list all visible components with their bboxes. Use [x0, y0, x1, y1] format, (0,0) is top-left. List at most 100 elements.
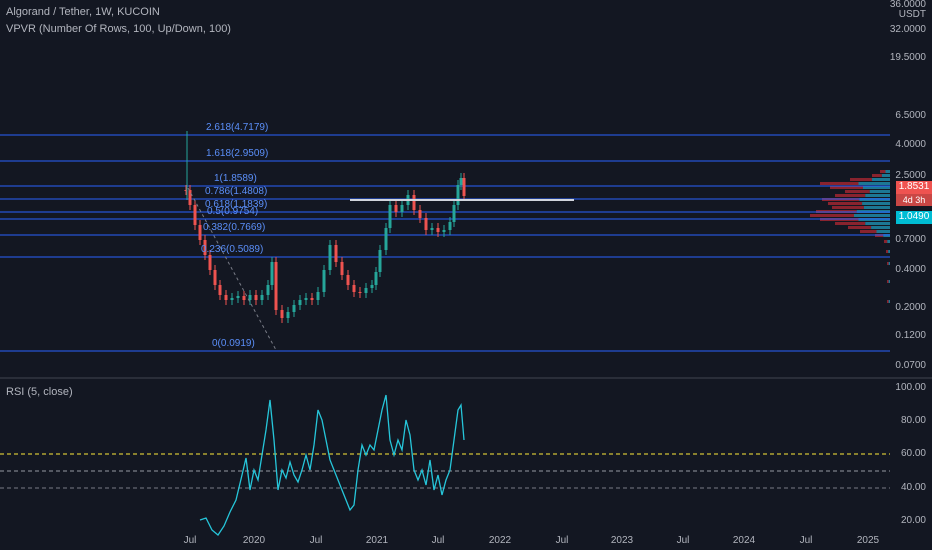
candle-body: [334, 245, 338, 262]
candle-body: [370, 285, 374, 288]
candle-body: [184, 190, 188, 191]
candle-body: [418, 210, 422, 218]
time-axis-tick: 2024: [732, 535, 756, 546]
rsi-axis-tick: 20.00: [900, 515, 926, 526]
fib-retracement[interactable]: [0, 134, 890, 352]
vp-row-down: [845, 190, 870, 193]
fib-level-label: 0.382(0.7669): [203, 222, 266, 233]
candle-body: [208, 255, 212, 270]
vp-row-down: [850, 178, 872, 181]
candle-body: [242, 296, 246, 300]
vp-row-up: [863, 206, 890, 209]
candle-body: [374, 272, 378, 285]
time-axis-tick: Jul: [799, 535, 813, 546]
candle-body: [298, 300, 302, 305]
fib-level-label: 0(0.0919): [212, 338, 255, 349]
candle-body: [436, 228, 440, 232]
price-candles: [184, 131, 466, 323]
last-price-tag: 1.8531: [896, 181, 932, 194]
vp-row-up: [854, 214, 890, 217]
candle-body: [358, 292, 362, 293]
vp-row-down: [832, 206, 864, 209]
price-axis-tick: 0.1200: [895, 330, 926, 341]
candle-body: [266, 285, 270, 295]
candle-body: [224, 295, 228, 300]
candle-body: [310, 298, 314, 300]
candle-body: [364, 288, 368, 293]
vp-row-up: [885, 170, 890, 173]
candle-body: [236, 296, 240, 298]
candle-body: [448, 222, 452, 230]
time-axis-tick: Jul: [309, 535, 323, 546]
candle-body: [203, 240, 207, 255]
candle-body: [459, 178, 463, 185]
candle-body: [346, 275, 350, 285]
fib-trend-line[interactable]: [187, 187, 277, 351]
candle-body: [316, 292, 320, 300]
vp-row-down: [886, 250, 889, 253]
vp-row-down: [887, 262, 889, 265]
vp-row-down: [848, 226, 872, 229]
rsi-legend[interactable]: RSI (5, close): [6, 386, 73, 398]
vp-row-up: [888, 262, 890, 265]
candle-body: [388, 205, 392, 228]
candle-body: [452, 205, 456, 222]
price-axis-top-tick: 36.0000: [889, 0, 926, 10]
candle-body: [280, 310, 284, 318]
candle-body: [230, 298, 234, 300]
candle-body: [456, 185, 460, 205]
vp-row-up: [888, 250, 890, 253]
price-axis-tick: 0.0700: [895, 360, 926, 371]
symbol-legend[interactable]: Algorand / Tether, 1W, KUCOIN: [6, 6, 160, 18]
vp-row-up: [865, 222, 890, 225]
time-axis-tick: Jul: [183, 535, 197, 546]
candle-body: [213, 270, 217, 285]
bar-countdown-tag: 4d 3h: [896, 194, 932, 206]
candle-body: [384, 228, 388, 250]
price-axis-tick: 4.0000: [895, 139, 926, 150]
candle-body: [424, 218, 428, 230]
vp-row-up: [876, 230, 890, 233]
candle-body: [394, 205, 398, 212]
vp-row-down: [860, 230, 877, 233]
candle-body: [304, 298, 308, 300]
price-axis-currency: 36.0000 USDT: [890, 0, 926, 20]
time-axis-tick: 2025: [856, 535, 880, 546]
time-axis-tick: 2022: [488, 535, 512, 546]
candle-body: [340, 262, 344, 275]
vp-row-up: [865, 194, 890, 197]
fib-level-label: 0.786(1.4808): [205, 186, 268, 197]
vp-row-up: [888, 280, 890, 283]
rsi-axis-tick: 40.00: [900, 482, 926, 493]
candle-body: [442, 230, 446, 232]
candle-body: [193, 205, 197, 225]
candle-body: [248, 295, 252, 300]
vp-row-up: [887, 240, 890, 243]
candle-body: [430, 228, 434, 230]
vpvr-legend[interactable]: VPVR (Number Of Rows, 100, Up/Down, 100): [6, 23, 231, 35]
fib-level-label: 0.618(1.1839): [205, 199, 268, 210]
candle-body: [412, 195, 416, 210]
candle-body: [286, 312, 290, 318]
price-axis-tick: 0.4000: [895, 264, 926, 275]
time-axis-tick: 2023: [610, 535, 634, 546]
candle-body: [378, 250, 382, 272]
price-axis-tick: 32.0000: [889, 24, 926, 35]
rsi-line: [199, 394, 465, 536]
time-axis-tick: Jul: [676, 535, 690, 546]
time-axis-tick: Jul: [431, 535, 445, 546]
rsi-axis-tick: 80.00: [900, 415, 926, 426]
price-axis-tick: 6.5000: [895, 110, 926, 121]
candle-body: [292, 305, 296, 312]
vp-row-up: [869, 190, 890, 193]
candle-body: [462, 178, 466, 196]
candle-body: [274, 262, 278, 310]
rsi-axis-tick: 100.00: [895, 382, 926, 393]
vp-row-down: [880, 170, 886, 173]
candle-body: [352, 285, 356, 292]
vp-row-up: [881, 174, 890, 177]
volume-profile: [810, 170, 890, 303]
vp-row-down: [830, 186, 863, 189]
candle-body: [400, 205, 404, 212]
